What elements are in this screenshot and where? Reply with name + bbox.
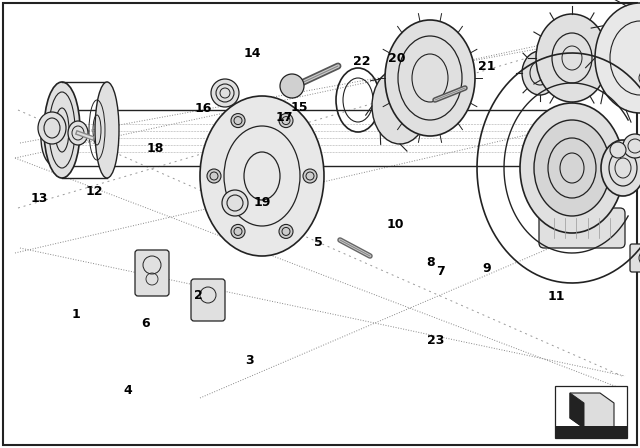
FancyBboxPatch shape	[630, 244, 640, 272]
Text: 00 09 1: 00 09 1	[558, 428, 585, 434]
Ellipse shape	[385, 20, 475, 136]
Ellipse shape	[303, 169, 317, 183]
Text: 7: 7	[436, 265, 445, 279]
Ellipse shape	[222, 190, 248, 216]
Ellipse shape	[38, 112, 66, 144]
Polygon shape	[570, 393, 614, 428]
Text: 17: 17	[276, 111, 294, 124]
Bar	[555, 386, 627, 438]
Text: 20: 20	[388, 52, 406, 65]
Text: 22: 22	[353, 55, 371, 69]
Bar	[555, 426, 627, 438]
Text: 1: 1	[71, 308, 80, 321]
Text: 12: 12	[86, 185, 104, 198]
Ellipse shape	[566, 110, 594, 166]
Text: 6: 6	[141, 317, 150, 330]
Text: 23: 23	[426, 334, 444, 347]
Ellipse shape	[372, 68, 428, 144]
Ellipse shape	[610, 142, 626, 158]
Ellipse shape	[520, 103, 624, 233]
FancyBboxPatch shape	[630, 64, 640, 92]
FancyBboxPatch shape	[539, 208, 625, 248]
Ellipse shape	[595, 3, 640, 113]
Ellipse shape	[207, 169, 221, 183]
Ellipse shape	[95, 82, 119, 178]
Text: 14: 14	[244, 47, 262, 60]
Text: 13: 13	[31, 192, 49, 206]
Text: 16: 16	[195, 102, 212, 115]
Ellipse shape	[280, 74, 304, 98]
Text: 8: 8	[426, 255, 435, 269]
Ellipse shape	[279, 224, 293, 238]
Ellipse shape	[68, 121, 88, 145]
Text: 2: 2	[194, 289, 203, 302]
Ellipse shape	[623, 134, 640, 158]
Text: 4: 4	[124, 384, 132, 397]
FancyBboxPatch shape	[135, 250, 169, 296]
Text: 9: 9	[482, 262, 491, 276]
Ellipse shape	[44, 82, 80, 178]
Text: 3: 3	[245, 354, 254, 367]
Ellipse shape	[536, 14, 608, 102]
Polygon shape	[570, 393, 584, 428]
Ellipse shape	[41, 110, 69, 166]
Ellipse shape	[231, 224, 245, 238]
Text: 21: 21	[477, 60, 495, 73]
Text: 11: 11	[548, 290, 566, 303]
FancyBboxPatch shape	[191, 279, 225, 321]
Text: 15: 15	[291, 101, 308, 114]
Text: 10: 10	[387, 218, 404, 232]
Ellipse shape	[200, 96, 324, 256]
Ellipse shape	[211, 79, 239, 107]
Text: 5: 5	[314, 236, 323, 250]
Ellipse shape	[279, 114, 293, 128]
Text: 19: 19	[253, 196, 271, 209]
Text: 18: 18	[146, 142, 164, 155]
Ellipse shape	[534, 120, 610, 216]
Ellipse shape	[522, 51, 558, 95]
Ellipse shape	[231, 114, 245, 128]
Ellipse shape	[601, 140, 640, 196]
